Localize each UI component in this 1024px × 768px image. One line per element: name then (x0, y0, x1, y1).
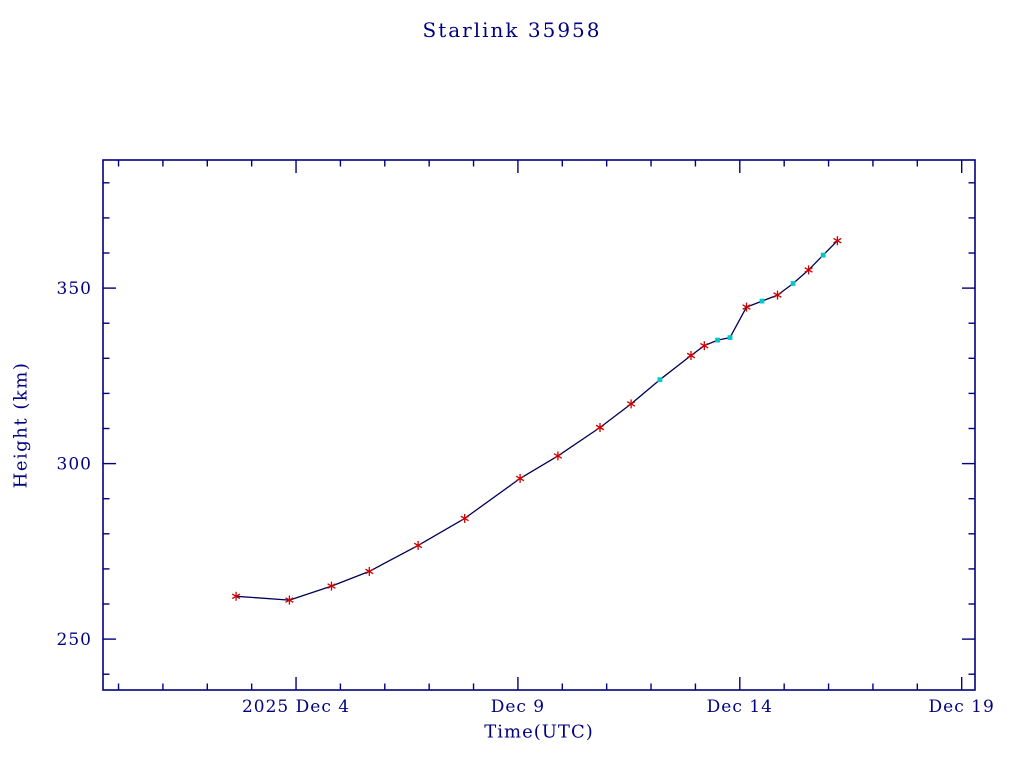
data-point-asterisk (595, 423, 605, 432)
data-point-asterisk (742, 302, 751, 312)
data-point-square (727, 335, 733, 340)
data-point-markers (231, 236, 842, 605)
data-point-asterisk (804, 265, 813, 275)
data-point-square (759, 298, 765, 304)
data-point-asterisk (460, 513, 469, 523)
data-point-asterisk (231, 591, 241, 601)
data-point-square (790, 281, 796, 286)
x-tick-label: Dec 9 (491, 697, 545, 717)
data-point-asterisk (773, 290, 782, 300)
y-tick-label: 300 (57, 455, 92, 475)
data-point-asterisk (515, 473, 525, 483)
x-tick-label: Dec 14 (707, 697, 773, 717)
chart-title: Starlink 35958 (422, 18, 602, 42)
height-series-line (236, 240, 838, 601)
plot-frame (102, 159, 976, 691)
data-point-asterisk (700, 341, 709, 351)
data-point-asterisk (686, 351, 696, 360)
x-tick-label: Dec 19 (929, 697, 995, 717)
data-point-asterisk (626, 399, 636, 409)
data-point-asterisk (365, 566, 374, 576)
data-point-asterisk (553, 451, 563, 461)
data-point-asterisk (833, 236, 842, 246)
data-point-square (657, 377, 663, 383)
axes-group: 2025 Dec 4 Dec 9 Dec 14 Dec 19 250 300 350 (57, 160, 995, 717)
data-point-asterisk (327, 581, 336, 591)
data-point-square (820, 252, 826, 258)
x-axis-label: Time(UTC) (484, 721, 594, 743)
data-point-square (715, 337, 720, 343)
data-point-asterisk (285, 595, 294, 605)
data-point-asterisk (413, 540, 423, 550)
y-tick-label: 350 (57, 279, 92, 299)
x-tick-label: 2025 Dec 4 (242, 697, 350, 717)
y-tick-label: 250 (57, 630, 92, 650)
